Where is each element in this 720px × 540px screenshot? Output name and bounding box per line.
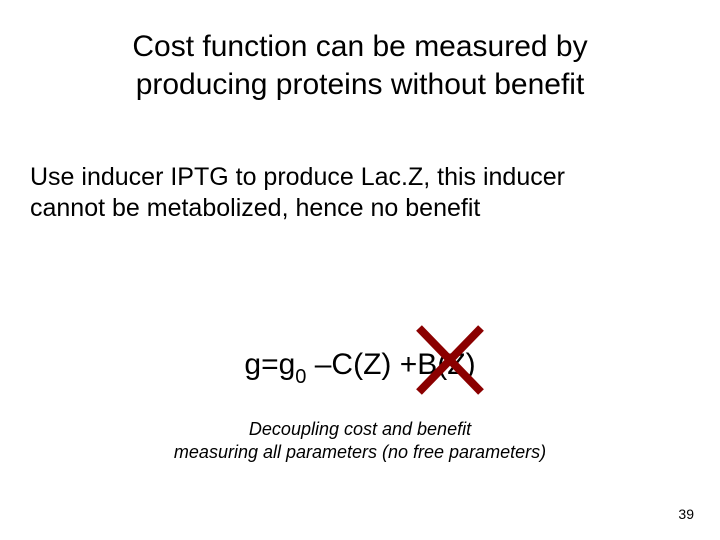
page-number: 39 [678,506,694,522]
title-line-2: producing proteins without benefit [136,68,585,101]
body-paragraph: Use inducer IPTG to produce Lac.Z, this … [30,162,690,225]
eq-pre: g=g [244,348,295,381]
caption-line-1: Decoupling cost and benefit [249,419,471,439]
caption: Decoupling cost and benefit measuring al… [0,418,720,465]
body-line-2: cannot be metabolized, hence no benefit [30,194,480,222]
equation: g=g0 –C(Z) +B(Z) [0,348,720,387]
eq-crossed-term: B(Z) [417,348,475,382]
eq-mid: –C(Z) + [306,348,417,381]
slide-title: Cost function can be measured by produci… [0,28,720,105]
eq-subscript: 0 [295,366,306,388]
slide: Cost function can be measured by produci… [0,0,720,540]
body-line-1: Use inducer IPTG to produce Lac.Z, this … [30,163,565,191]
caption-line-2: measuring all parameters (no free parame… [174,442,546,462]
eq-bz: B(Z) [417,348,475,381]
title-line-1: Cost function can be measured by [132,30,587,63]
